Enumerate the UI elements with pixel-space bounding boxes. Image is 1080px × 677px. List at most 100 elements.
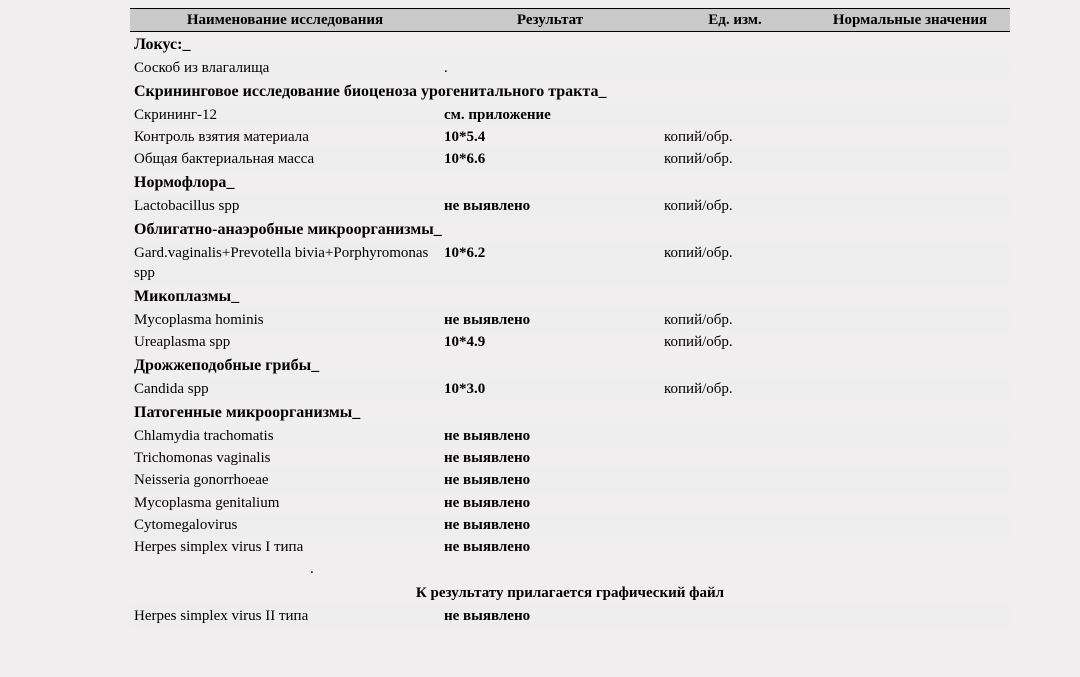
cell-result: см. приложение — [440, 104, 660, 126]
table-row: Mycoplasma hominisне выявленокопий/обр. — [130, 309, 1010, 331]
cell-unit: копий/обр. — [660, 195, 810, 217]
col-header-result: Результат — [440, 9, 660, 32]
cell-norm — [810, 536, 1010, 558]
separator-dot: . — [130, 558, 1010, 580]
section-title: Дрожжеподобные грибы_ — [130, 353, 1010, 378]
cell-norm — [810, 126, 1010, 148]
section-header: Нормофлора_ — [130, 170, 1010, 195]
cell-norm — [810, 447, 1010, 469]
cell-norm — [810, 309, 1010, 331]
cell-norm — [810, 514, 1010, 536]
section-title: Нормофлора_ — [130, 170, 1010, 195]
table-row: Herpes simplex virus II типане выявлено — [130, 605, 1010, 627]
table-row: Mycoplasma genitaliumне выявлено — [130, 492, 1010, 514]
cell-result: 10*5.4 — [440, 126, 660, 148]
cell-unit: копий/обр. — [660, 309, 810, 331]
section-title: Микоплазмы_ — [130, 284, 1010, 309]
cell-result: не выявлено — [440, 536, 660, 558]
cell-name: Lactobacillus spp — [130, 195, 440, 217]
cell-unit — [660, 104, 810, 126]
cell-name: Mycoplasma genitalium — [130, 492, 440, 514]
col-header-unit: Ед. изм. — [660, 9, 810, 32]
cell-norm — [810, 195, 1010, 217]
cell-name: Ureaplasma spp — [130, 331, 440, 353]
table-row: Ureaplasma spp10*4.9копий/обр. — [130, 331, 1010, 353]
cell-result: не выявлено — [440, 425, 660, 447]
col-header-name: Наименование исследования — [130, 9, 440, 32]
cell-result: не выявлено — [440, 195, 660, 217]
cell-norm — [810, 104, 1010, 126]
cell-result: 10*6.2 — [440, 242, 660, 285]
section-title: Облигатно-анаэробные микроорганизмы_ — [130, 217, 1010, 242]
table-row: Lactobacillus sppне выявленокопий/обр. — [130, 195, 1010, 217]
section-title: Локус:_ — [130, 32, 1010, 57]
cell-unit — [660, 447, 810, 469]
cell-result: . — [440, 57, 660, 79]
table-row: Neisseria gonorrhoeaeне выявлено — [130, 469, 1010, 491]
table-header: Наименование исследования Результат Ед. … — [130, 9, 1010, 32]
cell-unit: копий/обр. — [660, 242, 810, 285]
cell-name: Cytomegalovirus — [130, 514, 440, 536]
cell-name: Контроль взятия материала — [130, 126, 440, 148]
cell-norm — [810, 605, 1010, 627]
cell-result: 10*6.6 — [440, 148, 660, 170]
table-row: Контроль взятия материала10*5.4копий/обр… — [130, 126, 1010, 148]
table-body: Локус:_Соскоб из влагалища.Скрининговое … — [130, 32, 1010, 627]
cell-result: не выявлено — [440, 605, 660, 627]
table-row: Общая бактериальная масса10*6.6копий/обр… — [130, 148, 1010, 170]
section-header: Скрининговое исследование биоценоза урог… — [130, 79, 1010, 104]
cell-name: Соскоб из влагалища — [130, 57, 440, 79]
cell-unit: копий/обр. — [660, 126, 810, 148]
cell-unit — [660, 536, 810, 558]
cell-name: Gard.vaginalis+Prevotella bivia+Porphyro… — [130, 242, 440, 285]
cell-norm — [810, 492, 1010, 514]
cell-result: 10*3.0 — [440, 378, 660, 400]
cell-norm — [810, 378, 1010, 400]
cell-unit: копий/обр. — [660, 331, 810, 353]
cell-name: Herpes simplex virus II типа — [130, 605, 440, 627]
cell-unit — [660, 492, 810, 514]
section-header: Микоплазмы_ — [130, 284, 1010, 309]
table-row: Gard.vaginalis+Prevotella bivia+Porphyro… — [130, 242, 1010, 285]
cell-norm — [810, 148, 1010, 170]
cell-name: Mycoplasma hominis — [130, 309, 440, 331]
table-row: Скрининг-12см. приложение — [130, 104, 1010, 126]
table-row: Candida spp10*3.0копий/обр. — [130, 378, 1010, 400]
cell-unit — [660, 425, 810, 447]
cell-unit — [660, 605, 810, 627]
cell-norm — [810, 425, 1010, 447]
section-header: Облигатно-анаэробные микроорганизмы_ — [130, 217, 1010, 242]
cell-name: Herpes simplex virus I типа — [130, 536, 440, 558]
cell-name: Chlamydia trachomatis — [130, 425, 440, 447]
cell-norm — [810, 57, 1010, 79]
cell-norm — [810, 242, 1010, 285]
cell-name: Candida spp — [130, 378, 440, 400]
section-header: Дрожжеподобные грибы_ — [130, 353, 1010, 378]
cell-name: Скрининг-12 — [130, 104, 440, 126]
report-page: Наименование исследования Результат Ед. … — [0, 0, 1080, 677]
cell-name: Neisseria gonorrhoeae — [130, 469, 440, 491]
table-row: Trichomonas vaginalisне выявлено — [130, 447, 1010, 469]
table-row: Cytomegalovirusне выявлено — [130, 514, 1010, 536]
section-header: Патогенные микроорганизмы_ — [130, 400, 1010, 425]
table-row: Соскоб из влагалища. — [130, 57, 1010, 79]
attachment-note-text: К результату прилагается графический фай… — [130, 581, 1010, 605]
section-title: Скрининговое исследование биоценоза урог… — [130, 79, 1010, 104]
separator-dot-text: . — [130, 558, 1010, 580]
cell-unit — [660, 57, 810, 79]
table-row: Herpes simplex virus I типане выявлено — [130, 536, 1010, 558]
cell-unit — [660, 469, 810, 491]
cell-result: не выявлено — [440, 309, 660, 331]
cell-result: не выявлено — [440, 514, 660, 536]
cell-unit: копий/обр. — [660, 378, 810, 400]
cell-norm — [810, 331, 1010, 353]
table-row: Chlamydia trachomatisне выявлено — [130, 425, 1010, 447]
cell-result: не выявлено — [440, 447, 660, 469]
cell-name: Trichomonas vaginalis — [130, 447, 440, 469]
cell-result: 10*4.9 — [440, 331, 660, 353]
cell-norm — [810, 469, 1010, 491]
attachment-note: К результату прилагается графический фай… — [130, 581, 1010, 605]
cell-unit — [660, 514, 810, 536]
cell-result: не выявлено — [440, 469, 660, 491]
col-header-norm: Нормальные значения — [810, 9, 1010, 32]
